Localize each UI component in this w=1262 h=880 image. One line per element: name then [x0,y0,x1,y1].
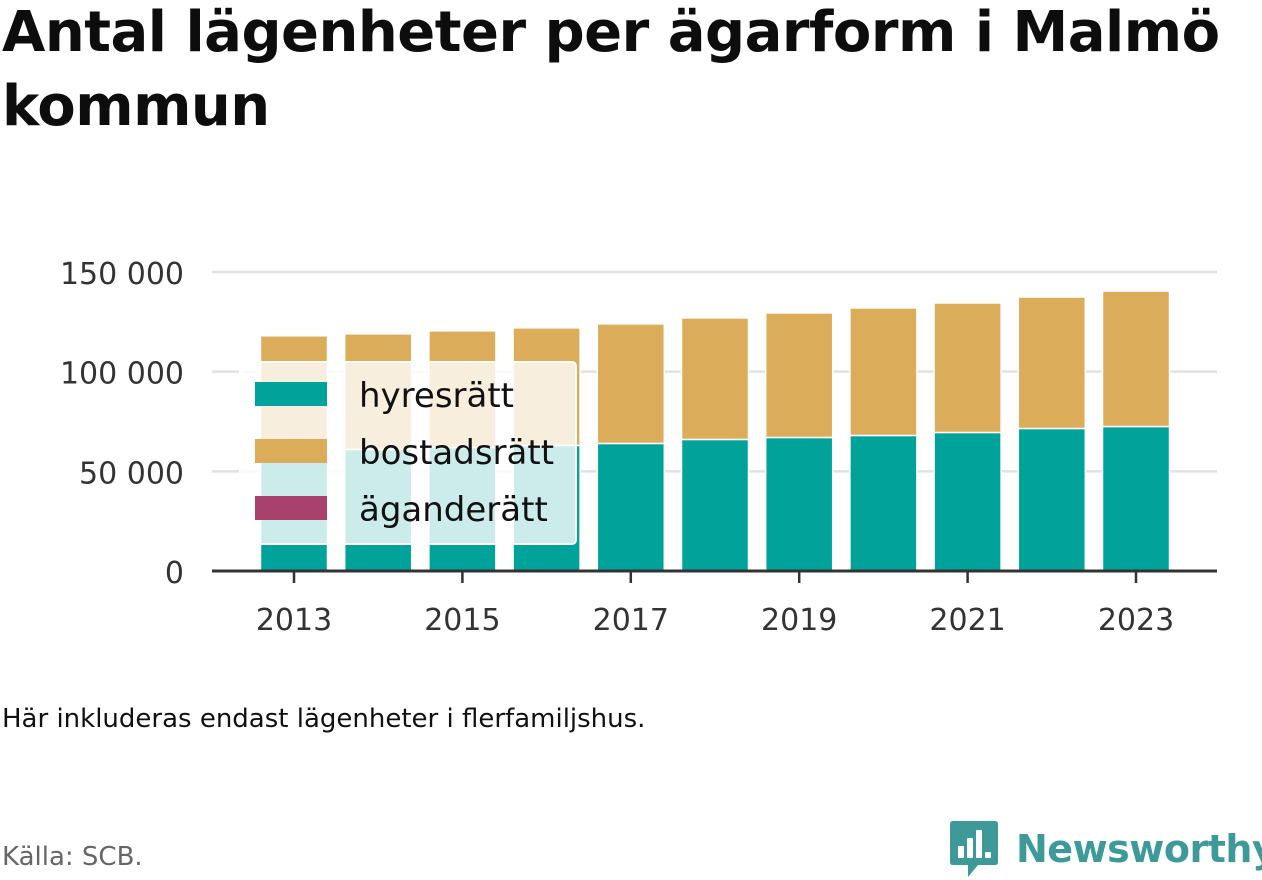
legend-label: äganderätt [359,490,548,530]
bar-bostadsrätt-2017 [597,324,664,444]
brand-name: Newsworthy [1016,827,1262,871]
x-tick-label: 2019 [761,603,837,638]
x-tick-label: 2021 [929,603,1005,638]
newsworthy-logo: Newsworthy [948,818,1262,880]
newsworthy-logo-icon [948,818,1000,880]
y-tick-label: 150 000 [60,257,184,292]
bar-hyresrätt-2019 [766,437,833,571]
x-axis-ticks: 2013 2015 2017 2019 2021 2023 [256,571,1174,638]
bar-hyresrätt-2017 [597,443,664,571]
footnote: Här inkluderas endast lägenheter i flerf… [2,704,645,734]
x-tick-label: 2023 [1098,603,1174,638]
legend-label: bostadsrätt [359,433,554,473]
bar-bostadsrätt-2020 [850,308,917,436]
bar-hyresrätt-2020 [850,435,917,571]
x-tick-label: 2013 [256,603,332,638]
bar-bostadsrätt-2018 [682,318,749,440]
bar-bostadsrätt-2022 [1018,297,1085,429]
bar-hyresrätt-2018 [682,439,749,571]
source-credit: Källa: SCB. [2,842,143,872]
legend-swatch [255,496,327,520]
x-tick-label: 2017 [593,603,669,638]
bar-hyresrätt-2023 [1103,426,1170,571]
y-tick-label: 50 000 [79,456,184,491]
x-tick-label: 2015 [424,603,500,638]
bar-hyresrätt-2021 [934,432,1001,571]
bar-bostadsrätt-2023 [1103,291,1170,427]
y-axis-tick-labels: 0 50 000 100 000 150 000 [60,257,184,591]
legend-swatch [255,382,327,406]
legend-label: hyresrätt [359,376,514,416]
bar-bostadsrätt-2021 [934,303,1001,433]
y-tick-label: 0 [165,556,184,591]
bar-hyresrätt-2022 [1018,428,1085,571]
bar-bostadsrätt-2019 [766,313,833,438]
legend-swatch [255,439,327,463]
y-tick-label: 100 000 [60,357,184,392]
legend: hyresrätt bostadsrätt äganderätt [240,362,576,544]
